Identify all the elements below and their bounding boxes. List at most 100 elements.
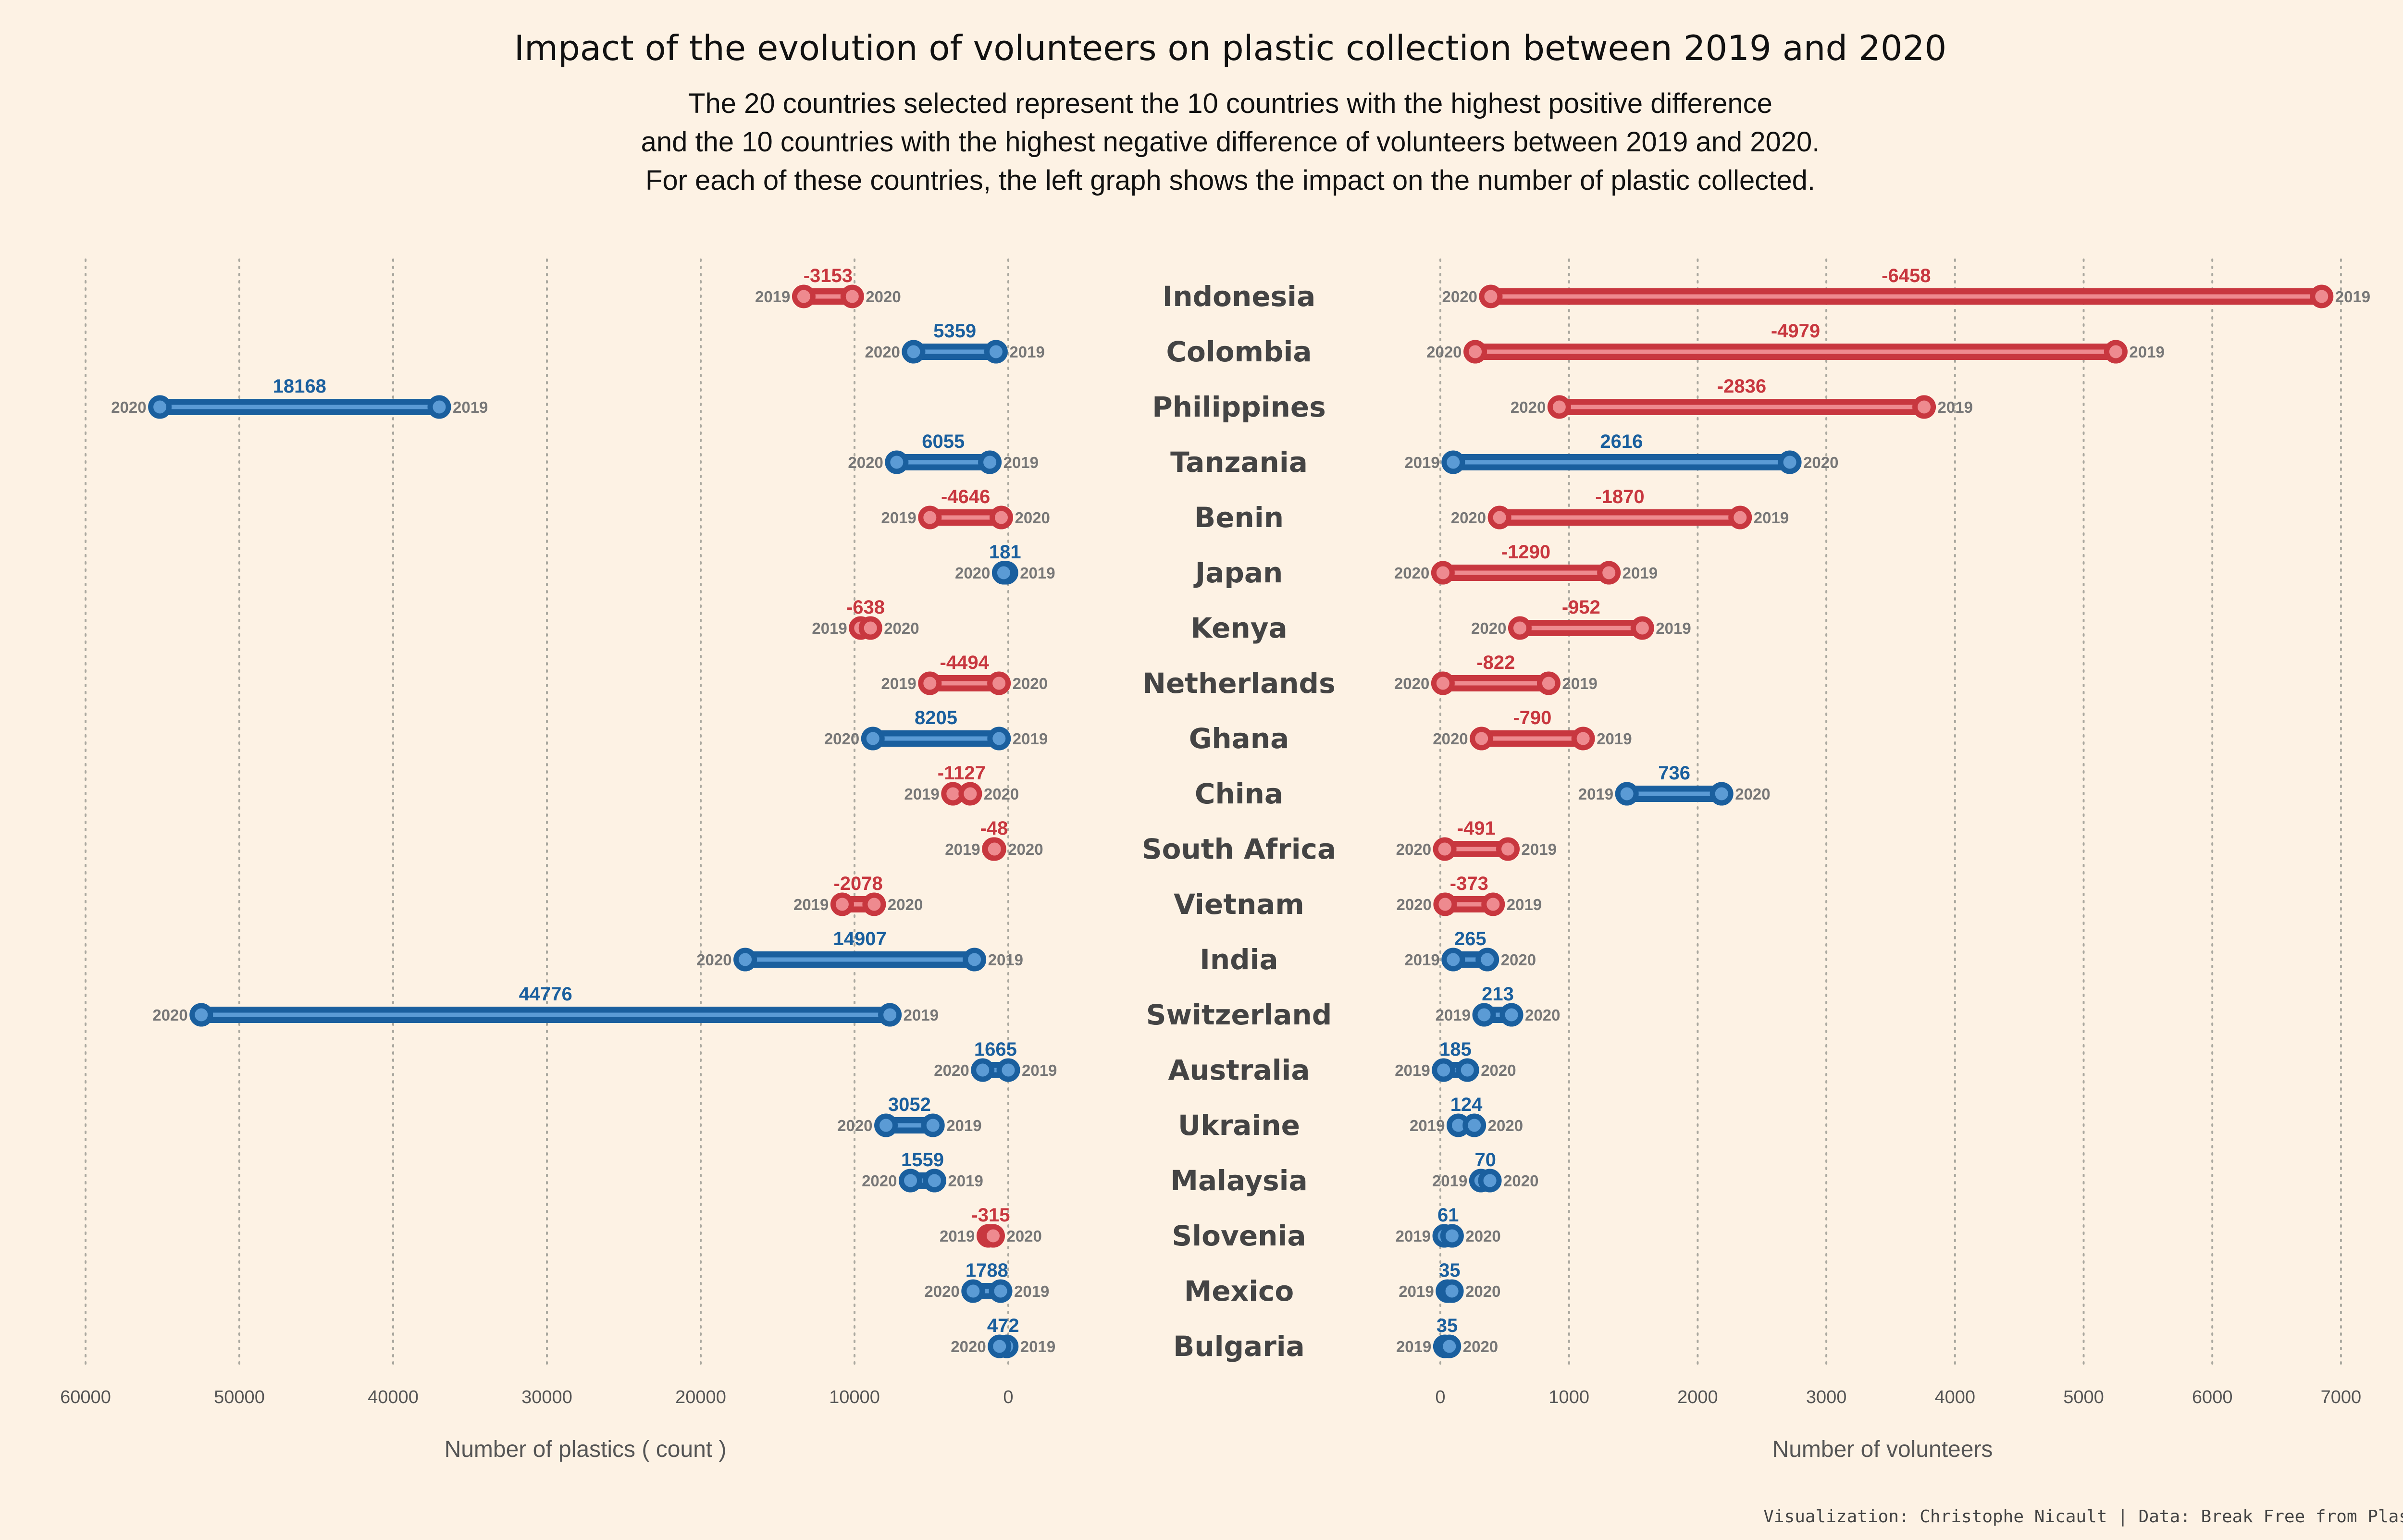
volunteer-difference-label: -822 — [1476, 652, 1515, 673]
right-tick-label: 7000 — [2321, 1387, 2362, 1407]
plastic-point — [963, 948, 987, 972]
volunteer-point — [1481, 892, 1505, 916]
volunteer-year-label: 2019 — [1754, 509, 1789, 527]
volunteer-point — [1431, 671, 1455, 695]
volunteer-difference-label: 61 — [1437, 1205, 1459, 1226]
plastic-point — [982, 837, 1006, 861]
right-tick-label: 0 — [1435, 1387, 1445, 1407]
volunteer-year-label: 2020 — [1488, 1117, 1523, 1134]
right-tick-label: 5000 — [2063, 1387, 2104, 1407]
plastic-year-label: 2019 — [1020, 1338, 1055, 1355]
plastic-year-label: 2020 — [951, 1338, 986, 1355]
right-tick-label: 1000 — [1548, 1387, 1589, 1407]
volunteer-point — [1463, 340, 1487, 364]
plastic-year-label: 2020 — [1008, 840, 1043, 858]
country-label: Colombia — [1166, 335, 1312, 368]
volunteer-difference-label: 35 — [1437, 1315, 1458, 1336]
left-tick-label: 40000 — [368, 1387, 419, 1407]
plastic-point — [987, 727, 1011, 751]
country-label: Tanzania — [1170, 446, 1308, 479]
chart-title: Impact of the evolution of volunteers on… — [514, 28, 1947, 68]
country-row: Vietnam 2019 2020 -2078 2020 2019 -373 — [793, 873, 1542, 921]
volunteer-point — [1472, 1003, 1496, 1027]
volunteer-difference-label: 213 — [1482, 984, 1514, 1005]
volunteer-point — [2104, 340, 2128, 364]
country-row: Ukraine 2020 2019 3052 2019 2020 124 — [837, 1094, 1523, 1142]
volunteer-year-label: 2020 — [1501, 951, 1536, 969]
plastic-point — [981, 1224, 1005, 1248]
plastic-point — [899, 1169, 923, 1193]
volunteer-point — [1597, 561, 1621, 585]
country-row: Australia 2020 2019 1665 2019 2020 185 — [934, 1039, 1516, 1086]
volunteer-year-label: 2019 — [2335, 288, 2370, 306]
country-row: Benin 2019 2020 -4646 2020 2019 -1870 — [881, 486, 1789, 534]
plastic-year-label: 2019 — [793, 896, 829, 913]
volunteer-point — [1547, 395, 1571, 419]
volunteer-difference-label: -952 — [1562, 597, 1600, 618]
plastic-year-label: 2019 — [945, 840, 980, 858]
plastic-point — [958, 782, 982, 806]
plastic-year-label: 2019 — [881, 675, 916, 692]
volunteer-year-label: 2020 — [1511, 398, 1546, 416]
plastic-year-label: 2020 — [884, 619, 919, 637]
volunteer-difference-label: 2616 — [1600, 431, 1643, 452]
plastic-year-label: 2020 — [865, 343, 900, 361]
volunteer-year-label: 2020 — [1525, 1006, 1560, 1024]
country-label: South Africa — [1142, 833, 1336, 865]
plastic-year-label: 2020 — [837, 1117, 872, 1134]
country-label: Malaysia — [1170, 1164, 1307, 1197]
plastic-difference-label: 472 — [987, 1315, 1019, 1336]
volunteer-year-label: 2020 — [1465, 1227, 1500, 1245]
volunteer-year-label: 2020 — [1396, 840, 1431, 858]
volunteer-point — [1475, 948, 1499, 972]
country-label: Ghana — [1189, 722, 1289, 755]
volunteer-point — [1478, 1169, 1502, 1193]
plastic-year-label: 2020 — [152, 1006, 187, 1024]
volunteer-year-label: 2019 — [1395, 1061, 1430, 1079]
volunteer-year-label: 2019 — [1396, 1227, 1431, 1245]
plastic-point — [971, 1058, 995, 1082]
volunteer-point — [1433, 892, 1457, 916]
country-label: China — [1195, 777, 1283, 810]
plastic-point — [878, 1003, 902, 1027]
country-label: Benin — [1194, 501, 1284, 534]
country-label: Bulgaria — [1173, 1330, 1305, 1363]
chart-caption: Visualization: Christophe Nicault | Data… — [1763, 1507, 2403, 1527]
plastic-difference-label: -4646 — [941, 486, 990, 507]
volunteer-year-label: 2019 — [2129, 343, 2164, 361]
volunteer-year-label: 2019 — [1410, 1117, 1445, 1134]
plastic-difference-label: 1788 — [966, 1260, 1008, 1281]
volunteer-point — [1709, 782, 1734, 806]
plastic-year-label: 2019 — [1009, 343, 1044, 361]
chart-marks: Indonesia 2019 2020 -3153 2020 2019 -6458 Colom… — [111, 265, 2370, 1363]
plastic-year-label: 2020 — [984, 785, 1019, 803]
volunteer-difference-label: 70 — [1474, 1149, 1496, 1170]
plastic-point — [733, 948, 757, 972]
volunteer-point — [1440, 1279, 1464, 1303]
country-label: Mexico — [1184, 1275, 1294, 1307]
plastic-year-label: 2020 — [1015, 509, 1050, 527]
volunteer-year-label: 2019 — [1404, 951, 1439, 969]
plastic-year-label: 2019 — [940, 1227, 975, 1245]
plastic-difference-label: 1665 — [974, 1039, 1017, 1060]
plastic-difference-label: -3153 — [804, 265, 853, 286]
plastic-point — [830, 892, 854, 916]
left-axis-title: Number of plastics ( count ) — [445, 1437, 727, 1462]
volunteer-difference-label: -6458 — [1882, 265, 1931, 286]
country-label: Vietnam — [1174, 888, 1304, 921]
volunteer-point — [1462, 1113, 1486, 1137]
plastic-point — [984, 340, 1008, 364]
right-tick-label: 6000 — [2192, 1387, 2233, 1407]
volunteer-point — [1470, 727, 1494, 751]
volunteer-year-label: 2020 — [1463, 1338, 1498, 1355]
plastic-year-label: 2019 — [1003, 454, 1039, 471]
volunteer-year-label: 2020 — [1442, 288, 1477, 306]
plastic-point — [885, 450, 909, 474]
